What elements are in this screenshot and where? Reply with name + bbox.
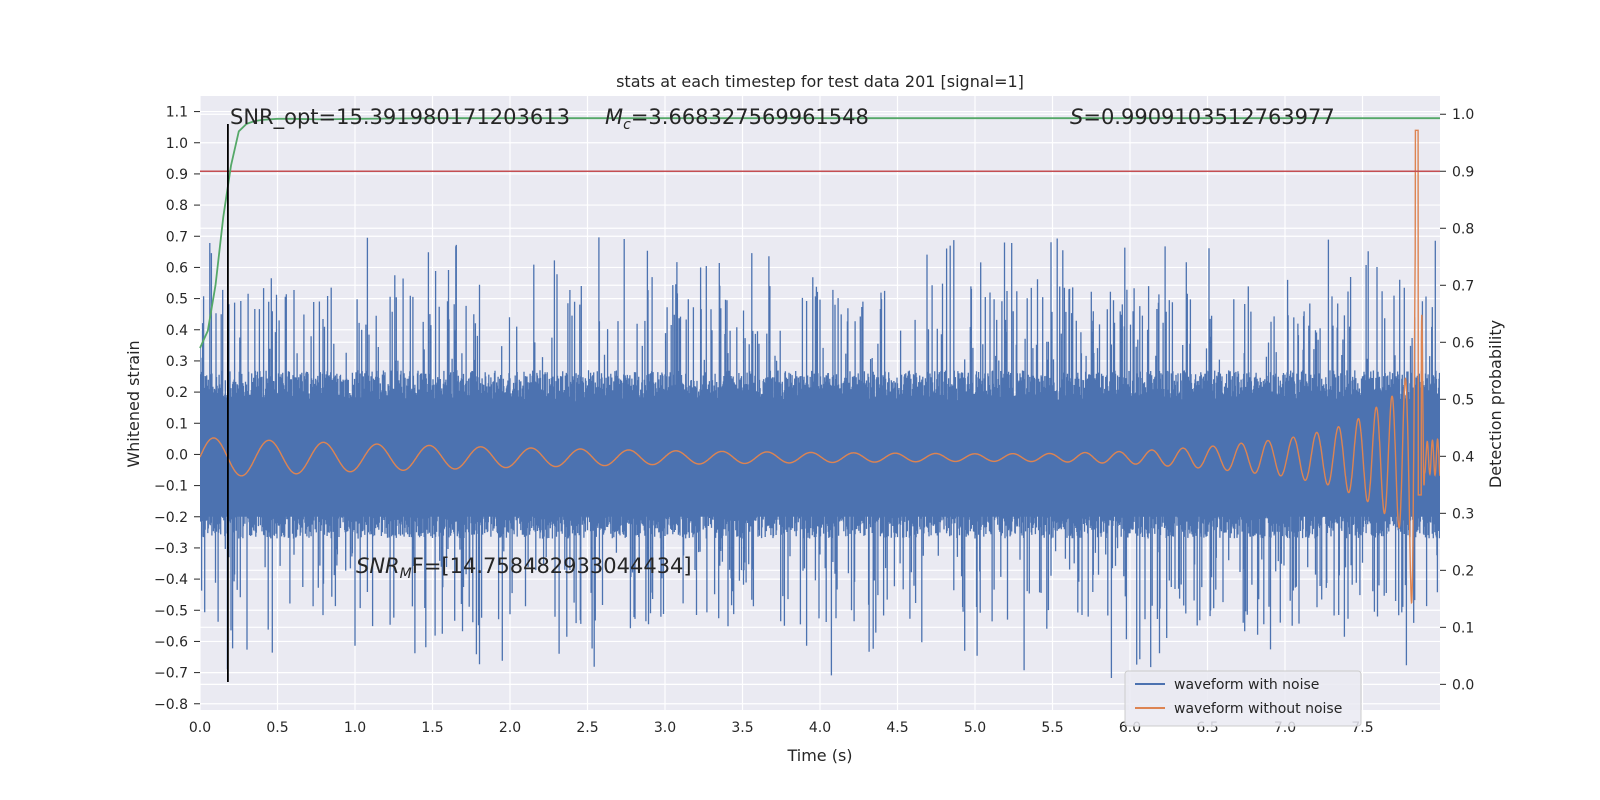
- y2-tick-label: 0.1: [1452, 620, 1474, 636]
- y-tick-label: −0.7: [154, 666, 188, 682]
- x-tick-label: 5.5: [1041, 720, 1063, 736]
- y-tick-label: −0.3: [154, 541, 188, 557]
- x-tick-label: 0.5: [266, 720, 288, 736]
- x-tick-label: 4.5: [886, 720, 908, 736]
- y2-tick-label: 0.9: [1452, 164, 1474, 180]
- legend-label-noise: waveform with noise: [1174, 677, 1319, 693]
- noise-core-band: [200, 404, 1440, 517]
- y-tick-label: 0.4: [166, 323, 188, 339]
- y-tick-label: 0.3: [166, 354, 188, 370]
- y-tick-label: 0.5: [166, 292, 188, 308]
- y2-tick-label: 0.8: [1452, 221, 1474, 237]
- legend-label-clean: waveform without noise: [1174, 701, 1342, 717]
- y-tick-label: 0.1: [166, 416, 188, 432]
- annotation-snr-mf: SNRMF=[14.758482933044434]: [356, 554, 692, 582]
- annotation-chirp-mass: Mc=3.668327569961548: [605, 105, 869, 133]
- y-tick-label: −0.6: [154, 634, 188, 650]
- y2-axis-ticks: 0.0 0.1 0.2 0.3 0.4 0.5 0.6 0.7 0.8 0.9 1.0: [1440, 107, 1474, 693]
- x-tick-label: 2.0: [499, 720, 521, 736]
- y-tick-label: 1.1: [166, 105, 188, 121]
- x-tick-label: 0.0: [189, 720, 211, 736]
- x-tick-label: 5.0: [964, 720, 986, 736]
- x-tick-label: 2.5: [576, 720, 598, 736]
- x-tick-label: 3.5: [731, 720, 753, 736]
- clean-trace: [200, 129, 1440, 605]
- y2-tick-label: 0.0: [1452, 677, 1474, 693]
- legend-box: [1124, 670, 1362, 727]
- annotation-s-value: S=0.9909103512763977: [1070, 105, 1335, 129]
- y2-tick-label: 0.7: [1452, 278, 1474, 294]
- y-tick-label: 0.0: [166, 447, 188, 463]
- y-tick-label: −0.8: [154, 697, 188, 713]
- y2-tick-label: 1.0: [1452, 107, 1474, 123]
- x-tick-label: 4.0: [809, 720, 831, 736]
- y2-axis-label: Detection probability: [1486, 320, 1505, 488]
- chart-title: stats at each timestep for test data 201…: [616, 72, 1024, 91]
- x-tick-label: 1.0: [344, 720, 366, 736]
- y-tick-label: −0.2: [154, 510, 188, 526]
- annotation-snr-opt: SNR_opt=15.391980171203613: [230, 105, 570, 130]
- y-tick-label: −0.5: [154, 603, 188, 619]
- y-axis-label: Whitened strain: [124, 340, 143, 467]
- x-axis-label: Time (s): [786, 746, 852, 765]
- y2-tick-label: 0.3: [1452, 506, 1474, 522]
- y2-tick-label: 0.6: [1452, 335, 1474, 351]
- y-tick-label: 0.8: [166, 198, 188, 214]
- y-axis-ticks: −0.8 −0.7 −0.6 −0.5 −0.4 −0.3 −0.2 −0.1 0.0 0.1 0.…: [154, 105, 200, 713]
- x-tick-label: 3.0: [654, 720, 676, 736]
- y-tick-label: 0.9: [166, 167, 188, 183]
- series-waveform-without-noise: [200, 129, 1440, 605]
- y-tick-label: −0.4: [154, 572, 188, 588]
- y2-tick-label: 0.2: [1452, 563, 1474, 579]
- legend: waveform with noise waveform without noi…: [1124, 670, 1362, 727]
- y-tick-label: 0.2: [166, 385, 188, 401]
- y-tick-label: 1.0: [166, 136, 188, 152]
- x-tick-label: 1.5: [421, 720, 443, 736]
- y-tick-label: −0.1: [154, 479, 188, 495]
- y2-tick-label: 0.4: [1452, 449, 1474, 465]
- y2-tick-label: 0.5: [1452, 392, 1474, 408]
- y-tick-label: 0.6: [166, 260, 188, 276]
- y-tick-label: 0.7: [166, 229, 188, 245]
